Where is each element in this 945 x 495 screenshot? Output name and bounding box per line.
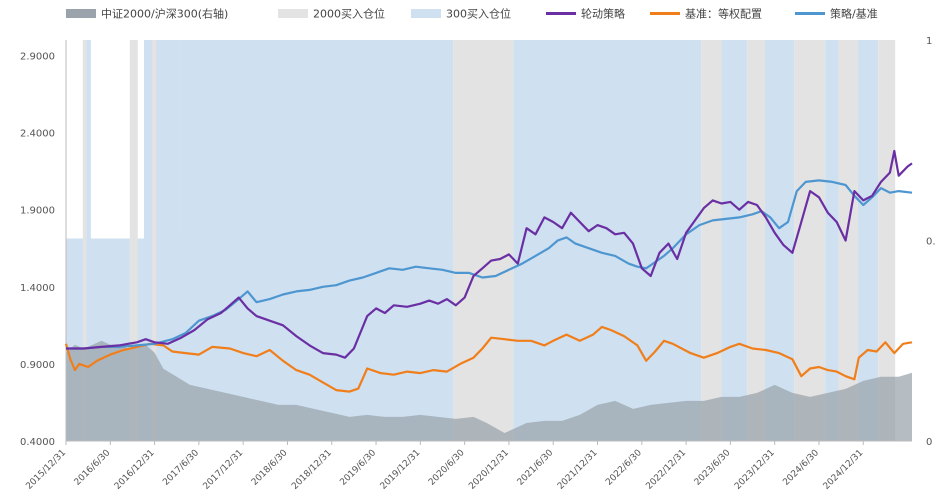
- legend-label-z2000: 2000买入仓位: [313, 7, 385, 21]
- legend-swatch-ratio: [66, 9, 96, 18]
- y-right-tick-label: 0.: [926, 237, 936, 248]
- legend-swatch-z300: [411, 9, 441, 18]
- region-2000-0: [82, 40, 87, 441]
- ratio-area: [66, 340, 912, 441]
- y-left-tick-label: 2.4000: [20, 129, 55, 140]
- y-right-tick-label: 0: [926, 437, 932, 448]
- legend-label-z300: 300买入仓位: [446, 7, 511, 21]
- series-line-strategy: [66, 149, 913, 359]
- legend: 中证2000/沪深300(右轴) 2000买入仓位 300买入仓位 轮动策略 基准：等权…: [66, 7, 878, 21]
- y-right-tick-label: 1: [926, 36, 932, 47]
- region-2000-6: [794, 40, 826, 441]
- series-line-benchmark: [64, 325, 913, 393]
- region-2000-5: [747, 40, 765, 441]
- region-300-2: [179, 40, 454, 441]
- region-300-6: [825, 40, 839, 441]
- region-2000-1: [129, 40, 138, 441]
- legend-label-relative: 策略/基准: [830, 7, 878, 21]
- region-2000-3: [453, 40, 514, 441]
- position-regions: [66, 40, 896, 441]
- legend-label-benchmark: 基准：等权配置: [685, 7, 762, 21]
- region-2000-4: [701, 40, 722, 441]
- legend-label-strategy: 轮动策略: [581, 7, 625, 21]
- region-2000-2: [151, 40, 157, 441]
- region-2000-8: [878, 40, 896, 441]
- region-300-0: [86, 40, 91, 441]
- y-tick-labels: 0.4000 0.9000 1.4000 1.9000 2.4000 2.9000 0 0. 1: [20, 36, 936, 448]
- legend-label-ratio: 中证2000/沪深300(右轴): [101, 7, 228, 21]
- y-left-tick-label: 1.4000: [20, 283, 55, 294]
- region-300-4: [721, 40, 748, 441]
- region-2000-7: [838, 40, 858, 441]
- region-300-3: [513, 40, 702, 441]
- region-300-7: [857, 40, 879, 441]
- series-lines: [64, 149, 913, 393]
- legend-swatch-z2000: [278, 9, 308, 18]
- series-line-relative: [66, 179, 913, 350]
- y-left-tick-label: 2.9000: [20, 51, 55, 62]
- y-left-tick-label: 0.9000: [20, 360, 55, 371]
- y-left-tick-label: 0.4000: [20, 437, 55, 448]
- series-area-ratio: [66, 340, 912, 441]
- axes: [65, 40, 912, 445]
- y-left-tick-label: 1.9000: [20, 206, 55, 217]
